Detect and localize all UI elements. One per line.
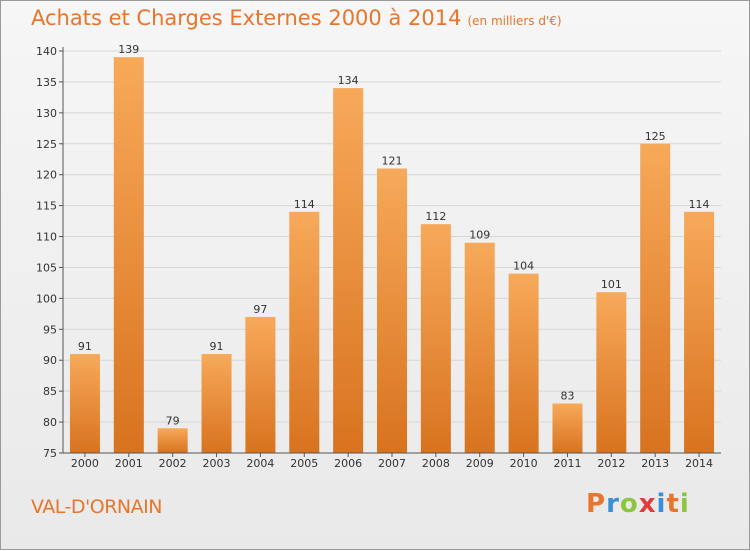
bar-2012 <box>596 292 627 453</box>
value-label: 101 <box>601 278 622 291</box>
bars: 91 139 79 91 97 114 134 121 112 109 104 83 101 125 114 <box>69 43 715 453</box>
x-tick-label: 2001 <box>115 457 143 470</box>
value-label: 97 <box>253 303 267 316</box>
y-tick-label: 140 <box>36 45 57 58</box>
x-tick-label: 2002 <box>159 457 187 470</box>
logo-letter: x <box>638 489 657 519</box>
value-label: 83 <box>560 390 574 403</box>
y-tick-label: 80 <box>43 416 57 429</box>
proxiti-logo: Proxiti <box>586 489 690 519</box>
y-tick-label: 135 <box>36 76 57 89</box>
bar-2000 <box>69 354 100 453</box>
x-tick-label: 2010 <box>510 457 538 470</box>
bar-2011 <box>552 403 583 453</box>
x-tick-label: 2004 <box>246 457 274 470</box>
y-tick-label: 110 <box>36 231 57 244</box>
x-tick-label: 2005 <box>290 457 318 470</box>
x-tick-label: 2011 <box>553 457 581 470</box>
x-tick-label: 2007 <box>378 457 406 470</box>
logo-letter: t <box>666 489 680 519</box>
logo-letter: r <box>606 489 620 519</box>
x-tick-label: 2009 <box>466 457 494 470</box>
y-tick-label: 115 <box>36 200 57 213</box>
axes: 75 80 85 90 95 100 105 110 115 120 125 130 135 140 200… <box>36 45 721 470</box>
y-tick-label: 95 <box>43 323 57 336</box>
bar-2007 <box>377 168 407 453</box>
y-tick-label: 100 <box>36 292 57 305</box>
y-tick-label: 120 <box>36 169 57 182</box>
value-label: 104 <box>513 260 534 273</box>
bar-2003 <box>201 354 232 453</box>
value-label: 125 <box>645 130 666 143</box>
bar-2006 <box>333 88 364 453</box>
bar-2008 <box>420 224 451 453</box>
y-tick-label: 130 <box>36 107 57 120</box>
bar-2010 <box>508 273 539 453</box>
x-tick-label: 2006 <box>334 457 362 470</box>
y-tick-label: 85 <box>43 385 57 398</box>
x-tick-label: 2013 <box>641 457 669 470</box>
y-tick-label: 75 <box>43 447 57 460</box>
title-unit: (en milliers d'€) <box>467 14 562 28</box>
value-label: 91 <box>210 340 224 353</box>
bar-2014 <box>684 211 715 453</box>
y-tick-label: 125 <box>36 138 57 151</box>
y-tick-label: 90 <box>43 354 57 367</box>
logo-letter: P <box>586 489 607 519</box>
logo-letter: i <box>679 489 690 519</box>
commune-name: VAL-D'ORNAIN <box>31 496 162 518</box>
logo-letter: i <box>656 489 667 519</box>
x-tick-label: 2008 <box>422 457 450 470</box>
value-label: 139 <box>118 43 139 56</box>
y-tick-label: 105 <box>36 261 57 274</box>
value-label: 121 <box>382 155 403 168</box>
value-label: 91 <box>78 340 92 353</box>
value-label: 114 <box>689 198 710 211</box>
value-label: 79 <box>166 414 180 427</box>
value-label: 114 <box>294 198 315 211</box>
x-tick-label: 2003 <box>203 457 231 470</box>
bar-2009 <box>464 242 495 453</box>
value-label: 134 <box>338 74 359 87</box>
value-label: 112 <box>425 210 446 223</box>
x-tick-label: 2012 <box>597 457 625 470</box>
chart-title: Achats et Charges Externes 2000 à 2014 (e… <box>31 6 562 30</box>
bar-2005 <box>289 211 320 453</box>
x-tick-label: 2000 <box>71 457 99 470</box>
bar-2004 <box>245 316 276 453</box>
title-text: Achats et Charges Externes 2000 à 2014 <box>31 6 462 30</box>
logo-letter: o <box>619 489 639 519</box>
bar-2002 <box>157 428 188 453</box>
bar-2013 <box>640 143 671 453</box>
x-tick-label: 2014 <box>685 457 713 470</box>
bar-2001 <box>113 57 144 453</box>
value-label: 109 <box>469 229 490 242</box>
